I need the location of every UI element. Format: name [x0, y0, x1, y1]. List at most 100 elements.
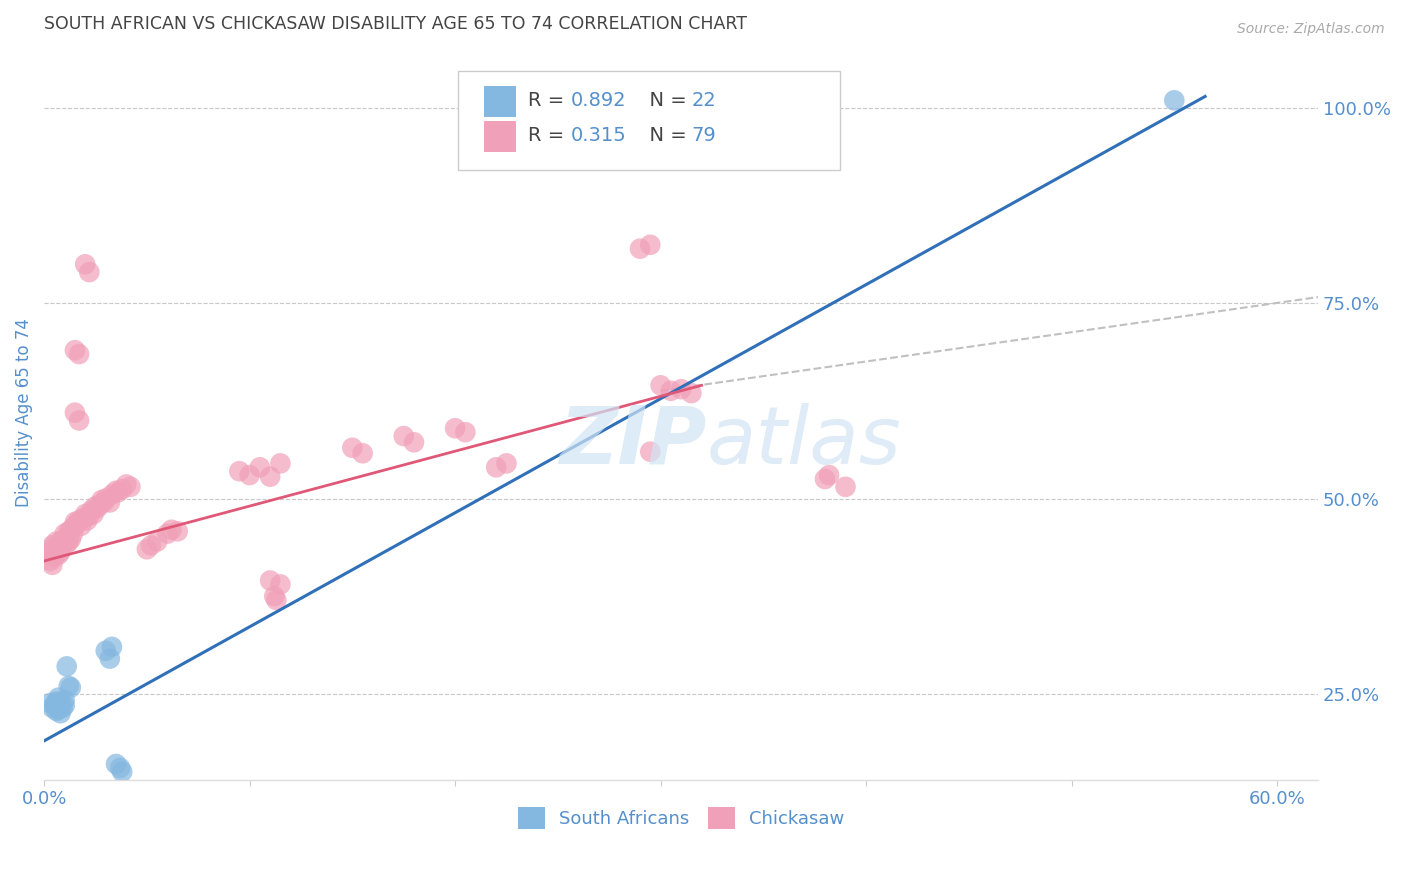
- Text: 0.315: 0.315: [571, 127, 626, 145]
- Point: [67, 347, 90, 361]
- Point: [495, 456, 517, 470]
- Point: [37, 546, 59, 560]
- Point: [49, 544, 72, 558]
- Point: [263, 589, 285, 603]
- Point: [640, 444, 662, 458]
- Point: [105, 756, 128, 771]
- Point: [59, 523, 82, 537]
- Point: [58, 524, 80, 539]
- Legend: South Africans, Chickasaw: South Africans, Chickasaw: [510, 800, 852, 837]
- Point: [48, 702, 70, 716]
- Point: [86, 500, 108, 515]
- Point: [79, 508, 101, 523]
- Point: [53, 698, 76, 713]
- Point: [58, 679, 80, 693]
- Point: [49, 706, 72, 721]
- Point: [115, 477, 138, 491]
- Point: [80, 503, 103, 517]
- Bar: [484, 121, 516, 153]
- Point: [72, 511, 94, 525]
- Point: [76, 513, 98, 527]
- Point: [94, 491, 117, 506]
- Point: [55, 659, 77, 673]
- Point: [41, 538, 63, 552]
- Point: [392, 429, 415, 443]
- Point: [108, 761, 131, 775]
- Point: [98, 651, 121, 665]
- Point: [669, 382, 692, 396]
- Point: [402, 435, 425, 450]
- Point: [111, 482, 134, 496]
- Text: Source: ZipAtlas.com: Source: ZipAtlas.com: [1237, 22, 1385, 37]
- Text: SOUTH AFRICAN VS CHICKASAW DISABILITY AGE 65 TO 74 CORRELATION CHART: SOUTH AFRICAN VS CHICKASAW DISABILITY AG…: [44, 15, 747, 33]
- Point: [1163, 93, 1185, 107]
- Point: [67, 413, 90, 427]
- Text: R =: R =: [529, 91, 571, 111]
- Point: [266, 593, 288, 607]
- Point: [139, 538, 162, 552]
- Point: [39, 696, 62, 710]
- Point: [45, 534, 67, 549]
- Point: [49, 696, 72, 710]
- Point: [41, 700, 63, 714]
- Point: [818, 468, 841, 483]
- Point: [834, 480, 856, 494]
- Point: [454, 425, 477, 439]
- Point: [45, 694, 67, 708]
- Point: [79, 265, 101, 279]
- Point: [82, 507, 104, 521]
- Point: [45, 704, 67, 718]
- Point: [44, 546, 66, 560]
- Text: atlas: atlas: [707, 403, 901, 481]
- Point: [259, 574, 281, 588]
- Point: [48, 690, 70, 705]
- Point: [53, 693, 76, 707]
- Point: [49, 534, 72, 549]
- Point: [259, 469, 281, 483]
- Point: [650, 378, 672, 392]
- Point: [98, 495, 121, 509]
- Bar: [484, 86, 516, 117]
- Point: [249, 460, 271, 475]
- Y-axis label: Disability Age 65 to 74: Disability Age 65 to 74: [15, 318, 32, 507]
- Text: N =: N =: [637, 127, 693, 145]
- Point: [70, 519, 93, 533]
- Point: [156, 526, 179, 541]
- Point: [444, 421, 467, 435]
- Point: [342, 441, 364, 455]
- Point: [53, 532, 76, 546]
- Point: [640, 237, 662, 252]
- Point: [814, 472, 837, 486]
- Point: [228, 464, 250, 478]
- Point: [93, 495, 115, 509]
- Point: [659, 384, 682, 398]
- Point: [628, 242, 651, 256]
- Point: [39, 542, 62, 557]
- FancyBboxPatch shape: [458, 71, 841, 170]
- Text: 22: 22: [692, 91, 716, 111]
- Point: [39, 554, 62, 568]
- Point: [52, 700, 75, 714]
- Text: R =: R =: [529, 127, 571, 145]
- Point: [45, 542, 67, 557]
- Point: [55, 537, 77, 551]
- Point: [84, 500, 107, 514]
- Text: 0.892: 0.892: [571, 91, 626, 111]
- Point: [90, 493, 112, 508]
- Point: [75, 257, 97, 271]
- Point: [52, 538, 75, 552]
- Point: [41, 558, 63, 572]
- Text: 79: 79: [692, 127, 716, 145]
- Point: [166, 524, 188, 539]
- Point: [101, 640, 124, 654]
- Point: [352, 446, 374, 460]
- Point: [59, 681, 82, 695]
- Point: [67, 513, 90, 527]
- Point: [58, 534, 80, 549]
- Point: [269, 456, 291, 470]
- Point: [66, 516, 89, 531]
- Point: [94, 644, 117, 658]
- Text: ZIP: ZIP: [560, 403, 707, 481]
- Text: N =: N =: [637, 91, 693, 111]
- Point: [485, 460, 508, 475]
